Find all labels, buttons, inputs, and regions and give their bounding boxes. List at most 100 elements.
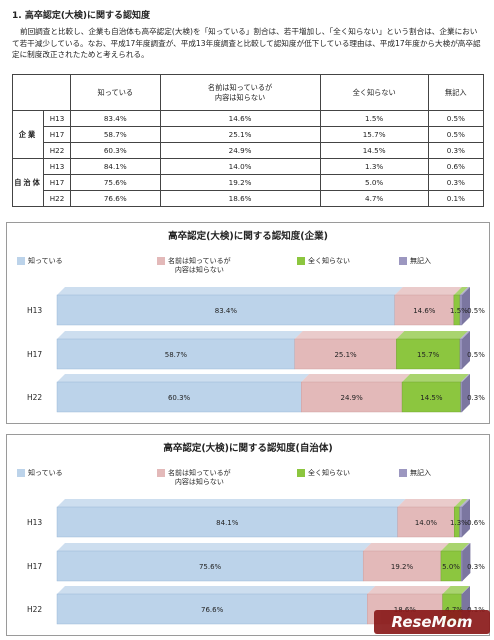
table-corner-cell xyxy=(12,74,71,111)
bar-segment-top xyxy=(301,374,411,382)
value-cell: 15.7% xyxy=(319,126,429,143)
bar-side-face xyxy=(462,287,470,325)
table-header-row: 知っている 名前は知っているが 内容は知らない 全く知らない 無記入 xyxy=(12,74,485,111)
legend-item: 知っている xyxy=(17,257,63,266)
data-label: 14.6% xyxy=(413,307,436,315)
bar-segment xyxy=(397,506,455,538)
data-label: 15.7% xyxy=(417,351,440,359)
legend-label: 知っている xyxy=(28,469,63,477)
bar-segment-top xyxy=(454,499,468,507)
header-know: 知っている xyxy=(70,74,161,111)
legend-label: 無記入 xyxy=(410,257,431,265)
data-label: 0.6% xyxy=(467,519,485,527)
legend-swatch xyxy=(399,257,407,265)
header-not-know: 全く知らない xyxy=(319,74,429,111)
bar-segment-top xyxy=(396,331,468,339)
bar-segment-top xyxy=(402,374,469,382)
legend-label: 名前は知っているが 内容は知らない xyxy=(168,257,231,274)
data-label: 1.5% xyxy=(450,307,468,315)
chart-company-svg: H13 83.4% 14.6% 1.5% 0.5%H17 58.7% 25.1% 15.7% 0… xyxy=(27,287,485,413)
header-name-only-text: 名前は知っているが 内容は知らない xyxy=(207,82,273,102)
group-label-municipality: 自治体 xyxy=(12,158,44,207)
bar-segment xyxy=(460,550,463,582)
bar-segment-top xyxy=(367,586,451,594)
data-label: 83.4% xyxy=(215,307,238,315)
table-row: H22 76.6% 18.6% 4.7% 0.1% xyxy=(13,190,485,207)
page-heading: 1. 高卒認定(大検)に関する認知度 xyxy=(12,11,151,21)
legend-item: 無記入 xyxy=(399,469,431,478)
bar-side-face xyxy=(462,331,470,369)
data-label: 5.0% xyxy=(442,563,460,571)
data-label: 0.3% xyxy=(467,563,485,571)
year-cell: H22 xyxy=(43,190,71,207)
value-cell: 19.2% xyxy=(159,174,321,191)
bar-segment-top xyxy=(459,287,470,295)
chart-panel-company: 高卒認定(大検)に関する認知度(企業) 知っている 名前は知っているが 内容は知… xyxy=(6,222,490,424)
value-cell: 0.1% xyxy=(427,190,485,207)
category-label: H13 xyxy=(27,518,42,527)
value-cell: 83.4% xyxy=(70,110,161,127)
value-cell: 1.5% xyxy=(319,110,429,127)
bar-side-face xyxy=(462,499,470,537)
chart-panel-municipality: 高卒認定(大検)に関する認知度(自治体) 知っている 名前は知っているが 内容は… xyxy=(6,434,490,636)
bar-segment-top xyxy=(57,287,403,295)
table-row: H22 60.3% 24.9% 14.5% 0.3% xyxy=(13,142,485,159)
legend-swatch xyxy=(17,257,25,265)
bar-segment-top xyxy=(461,586,470,594)
bar-segment-top xyxy=(397,499,463,507)
header-name-only: 名前は知っているが 内容は知らない xyxy=(159,74,321,111)
bar-segment-top xyxy=(57,374,310,382)
data-label: 75.6% xyxy=(199,563,222,571)
value-cell: 14.5% xyxy=(319,142,429,159)
category-label: H22 xyxy=(27,605,42,614)
bar-segment-top xyxy=(363,543,449,551)
legend-label: 全く知らない xyxy=(308,469,350,477)
bar-segment-top xyxy=(294,331,405,339)
data-label: 25.1% xyxy=(334,351,357,359)
value-cell: 14.0% xyxy=(159,158,321,175)
bar-side-face xyxy=(462,543,471,581)
value-cell: 84.1% xyxy=(70,158,161,175)
category-label: H22 xyxy=(27,393,42,402)
value-cell: 4.7% xyxy=(319,190,429,207)
value-cell: 0.3% xyxy=(427,142,485,159)
data-label: 0.3% xyxy=(467,394,485,402)
bar-segment xyxy=(460,381,463,413)
value-cell: 75.6% xyxy=(70,174,161,191)
data-label: 76.6% xyxy=(201,606,224,614)
bar-segment-top xyxy=(394,287,462,295)
resemom-logo: ReseMom xyxy=(374,610,490,634)
value-cell: 60.3% xyxy=(70,142,161,159)
intro-paragraph: 前回調査と比較し、企業も自治体も高卒認定(大検)を「知っている」割合は、若干増加… xyxy=(12,27,481,59)
bar-segment xyxy=(56,294,395,326)
data-label: 14.0% xyxy=(415,519,438,527)
value-cell: 5.0% xyxy=(319,174,429,191)
data-label: 60.3% xyxy=(168,394,191,402)
legend-label: 無記入 xyxy=(410,469,431,477)
data-label: 58.7% xyxy=(165,351,188,359)
chart-title: 高卒認定(大検)に関する認知度(企業) xyxy=(168,231,328,242)
bar-segment-top xyxy=(57,543,372,551)
legend-item: 名前は知っているが 内容は知らない xyxy=(157,469,231,487)
bar-segment-top xyxy=(460,374,470,382)
bar-segment xyxy=(459,338,463,370)
bar-segment xyxy=(362,550,442,582)
bar-segment-top xyxy=(459,499,470,507)
year-cell: H17 xyxy=(43,126,71,143)
value-cell: 0.6% xyxy=(427,158,485,175)
bar-segment xyxy=(56,381,302,413)
bar-segment-top xyxy=(453,287,468,295)
category-label: H17 xyxy=(27,350,42,359)
legend-item: 全く知らない xyxy=(297,257,350,266)
bar-segment xyxy=(301,381,403,413)
legend-swatch xyxy=(297,257,305,265)
value-cell: 14.6% xyxy=(159,110,321,127)
table-row: 自治体 H13 84.1% 14.0% 1.3% 0.6% xyxy=(12,158,485,207)
legend-item: 知っている xyxy=(17,469,63,478)
value-cell: 0.5% xyxy=(427,110,485,127)
bar-side-face xyxy=(462,374,470,412)
awareness-table: 知っている 名前は知っているが 内容は知らない 全く知らない 無記入 企業 H1… xyxy=(12,74,485,207)
bar-segment-top xyxy=(57,499,406,507)
data-label: 14.5% xyxy=(420,394,443,402)
value-cell: 76.6% xyxy=(70,190,161,207)
